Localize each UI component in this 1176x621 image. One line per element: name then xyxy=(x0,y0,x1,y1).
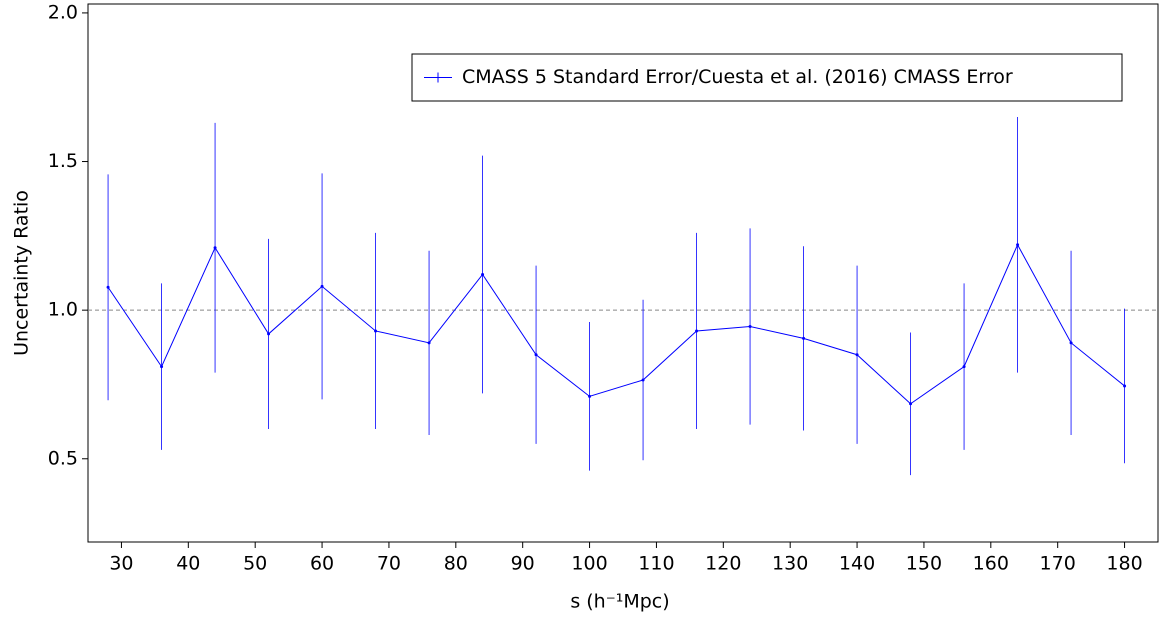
x-tick-label: 130 xyxy=(772,553,808,575)
point xyxy=(213,246,217,250)
series-line xyxy=(107,243,1125,405)
point xyxy=(106,285,110,289)
point xyxy=(909,402,913,406)
x-tick-label: 80 xyxy=(444,553,468,575)
point xyxy=(1123,384,1127,388)
x-tick-label: 160 xyxy=(973,553,1009,575)
point xyxy=(534,353,538,357)
point xyxy=(695,329,699,333)
point xyxy=(1016,243,1020,247)
x-tick-label: 90 xyxy=(511,553,535,575)
point xyxy=(855,353,859,357)
x-tick-label: 70 xyxy=(377,553,401,575)
x-tick-label: 30 xyxy=(109,553,133,575)
y-tick-label: 2.0 xyxy=(48,1,78,23)
point xyxy=(1069,341,1073,345)
x-tick-label: 150 xyxy=(906,553,942,575)
point xyxy=(481,272,485,276)
x-tick-label: 170 xyxy=(1040,553,1076,575)
y-tick-label: 0.5 xyxy=(48,447,78,469)
plot-frame xyxy=(87,3,1159,543)
point xyxy=(267,332,271,336)
x-tick-label: 50 xyxy=(243,553,267,575)
point xyxy=(748,325,752,329)
y-axis-label: Uncertainty Ratio xyxy=(11,190,33,356)
x-tick-label: 40 xyxy=(176,553,200,575)
point xyxy=(962,365,966,369)
point xyxy=(374,329,378,333)
y-tick-label: 1.0 xyxy=(48,299,78,321)
y-tick-label: 1.5 xyxy=(48,150,78,172)
x-axis-label: s (h⁻¹Mpc) xyxy=(570,591,669,613)
point xyxy=(160,365,164,369)
legend-label: CMASS 5 Standard Error/Cuesta et al. (20… xyxy=(462,66,1013,88)
point xyxy=(427,341,431,345)
point xyxy=(320,284,324,288)
x-tick-label: 100 xyxy=(571,553,607,575)
x-tick-label: 60 xyxy=(310,553,334,575)
x-tick-label: 140 xyxy=(839,553,875,575)
legend-box xyxy=(411,53,1123,102)
point xyxy=(641,378,645,382)
point xyxy=(588,394,592,398)
x-tick-label: 120 xyxy=(705,553,741,575)
x-tick-label: 180 xyxy=(1106,553,1142,575)
point xyxy=(802,336,806,340)
x-tick-label: 110 xyxy=(638,553,674,575)
